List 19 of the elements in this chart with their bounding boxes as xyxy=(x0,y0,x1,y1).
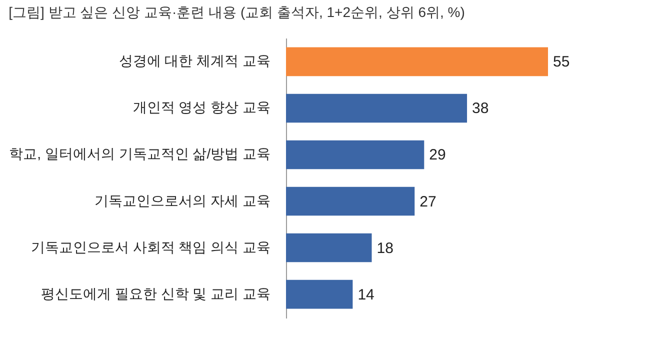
data-label: 55 xyxy=(553,54,570,71)
data-label: 14 xyxy=(358,286,374,304)
y-tick-label: 평신도에게 필요한 신학 및 교리 교육 xyxy=(41,285,270,302)
bar xyxy=(286,140,424,170)
bar xyxy=(286,233,372,262)
y-tick-label: 기독교인으로서 사회적 책임 의식 교육 xyxy=(30,238,270,255)
chart-title: [그림] 받고 싶은 신앙 교육·훈련 내용 (교회 출석자, 1+2순위, 상위 6위, %) xyxy=(8,4,465,20)
data-label: 18 xyxy=(376,240,394,257)
data-label: 27 xyxy=(420,193,436,210)
y-tick-label: 성경에 대한 체계적 교육 xyxy=(118,52,270,69)
bar xyxy=(286,186,415,216)
bar xyxy=(286,47,548,76)
data-label: 38 xyxy=(472,100,489,118)
y-tick-label: 기독교인으로서의 자세 교육 xyxy=(94,192,270,208)
bar xyxy=(286,280,353,309)
y-tick-label: 학교, 일터에서의 기독교적인 삶/방법 교육 xyxy=(9,146,270,162)
y-tick-label: 개인적 영성 향상 교육 xyxy=(132,99,270,116)
data-label: 29 xyxy=(429,146,446,164)
bar xyxy=(286,94,468,123)
